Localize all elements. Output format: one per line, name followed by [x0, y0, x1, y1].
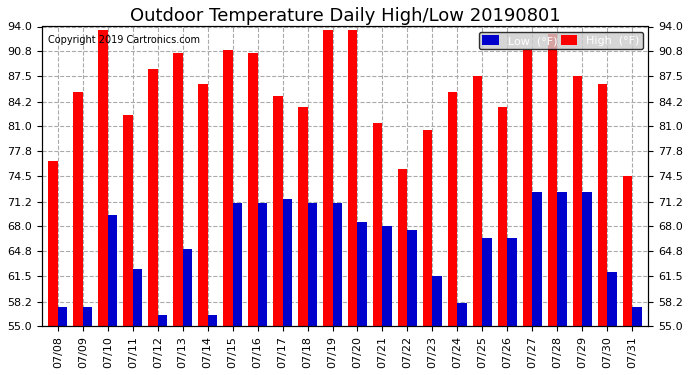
Bar	[448, 92, 457, 375]
Bar	[333, 203, 342, 375]
Bar	[208, 315, 217, 375]
Bar	[357, 222, 367, 375]
Bar	[132, 268, 142, 375]
Bar	[158, 315, 167, 375]
Bar	[108, 215, 117, 375]
Bar	[248, 53, 257, 375]
Bar	[497, 107, 507, 375]
Bar	[632, 307, 642, 375]
Bar	[573, 76, 582, 375]
Bar	[183, 249, 193, 375]
Bar	[382, 226, 392, 375]
Bar	[482, 238, 492, 375]
Bar	[558, 192, 566, 375]
Bar	[433, 276, 442, 375]
Legend: Low  (°F), High  (°F): Low (°F), High (°F)	[479, 32, 643, 50]
Bar	[348, 30, 357, 375]
Bar	[223, 50, 233, 375]
Bar	[173, 53, 183, 375]
Bar	[523, 50, 532, 375]
Bar	[582, 192, 591, 375]
Bar	[198, 84, 208, 375]
Bar	[607, 272, 617, 375]
Bar	[423, 130, 433, 375]
Bar	[622, 176, 632, 375]
Bar	[48, 161, 58, 375]
Bar	[507, 238, 517, 375]
Bar	[83, 307, 92, 375]
Bar	[73, 92, 83, 375]
Bar	[257, 203, 267, 375]
Bar	[548, 34, 558, 375]
Bar	[308, 203, 317, 375]
Text: Copyright 2019 Cartronics.com: Copyright 2019 Cartronics.com	[48, 36, 199, 45]
Bar	[58, 307, 68, 375]
Bar	[323, 30, 333, 375]
Bar	[473, 76, 482, 375]
Bar	[283, 200, 292, 375]
Bar	[273, 96, 283, 375]
Bar	[532, 192, 542, 375]
Bar	[398, 169, 407, 375]
Bar	[598, 84, 607, 375]
Bar	[298, 107, 308, 375]
Bar	[99, 30, 108, 375]
Bar	[407, 230, 417, 375]
Bar	[148, 69, 158, 375]
Bar	[233, 203, 242, 375]
Bar	[373, 123, 382, 375]
Bar	[457, 303, 467, 375]
Bar	[124, 115, 132, 375]
Title: Outdoor Temperature Daily High/Low 20190801: Outdoor Temperature Daily High/Low 20190…	[130, 7, 560, 25]
